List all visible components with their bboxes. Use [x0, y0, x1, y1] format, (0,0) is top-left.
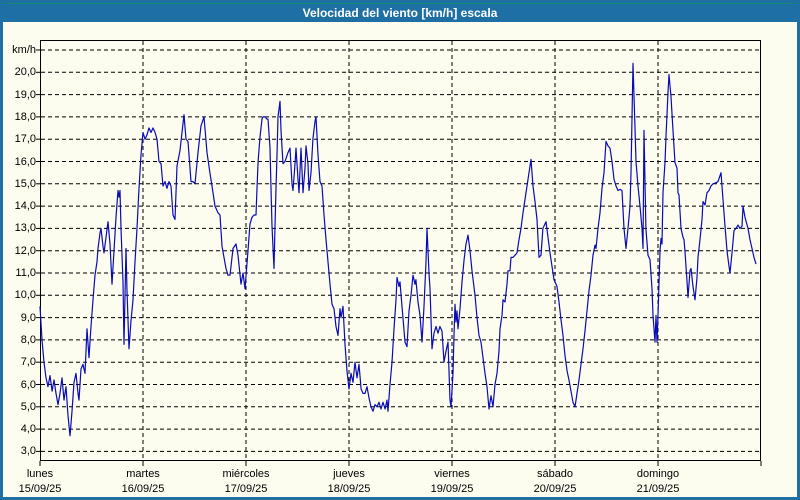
plot-area — [36, 40, 762, 466]
y-tick-label: 4,0 — [20, 423, 36, 436]
x-day-date-label: 15/09/25 — [18, 483, 62, 495]
y-tick-label: 3,0 — [20, 445, 36, 458]
y-tick-label: 13,0 — [14, 222, 36, 235]
x-day-date-label: 16/09/25 — [121, 483, 165, 495]
x-day-date-label: 20/09/25 — [533, 483, 577, 495]
y-tick-label: 19,0 — [14, 88, 36, 101]
x-day-date-label: 21/09/25 — [636, 483, 680, 495]
wind-speed-chart — [36, 40, 762, 466]
title-bar: Velocidad del viento [km/h] escala — [3, 3, 797, 22]
y-tick-label: 18,0 — [14, 110, 36, 123]
x-day-date-label: 17/09/25 — [224, 483, 268, 495]
y-tick-label: 14,0 — [14, 200, 36, 213]
y-tick-label: 5,0 — [20, 400, 36, 413]
x-day-name-label: viernes — [434, 468, 470, 480]
y-tick-label: 20,0 — [14, 66, 36, 79]
x-day-name-label: domingo — [636, 468, 680, 480]
x-day-date-label: 18/09/25 — [327, 483, 371, 495]
y-axis-unit-label: km/h — [12, 44, 36, 56]
y-tick-label: 9,0 — [20, 311, 36, 324]
x-day-name-label: lunes — [26, 468, 54, 480]
chart-title: Velocidad del viento [km/h] escala — [302, 5, 498, 20]
y-tick-label: 7,0 — [20, 356, 36, 369]
wind-speed-line — [39, 62, 757, 437]
x-day-name-label: sábado — [536, 468, 574, 480]
y-tick-label: 17,0 — [14, 133, 36, 146]
y-tick-label: 16,0 — [14, 155, 36, 168]
plot-border — [40, 40, 761, 461]
x-day-name-label: martes — [126, 468, 160, 480]
x-day-name-label: jueves — [333, 468, 365, 480]
y-tick-label: 10,0 — [14, 289, 36, 302]
y-tick-label: 12,0 — [14, 244, 36, 257]
x-day-name-label: miércoles — [222, 468, 270, 480]
y-tick-label: 6,0 — [20, 378, 36, 391]
y-tick-label: 8,0 — [20, 333, 36, 346]
x-day-date-label: 19/09/25 — [430, 483, 474, 495]
y-tick-label: 11,0 — [15, 267, 36, 279]
y-tick-label: 15,0 — [14, 177, 36, 190]
